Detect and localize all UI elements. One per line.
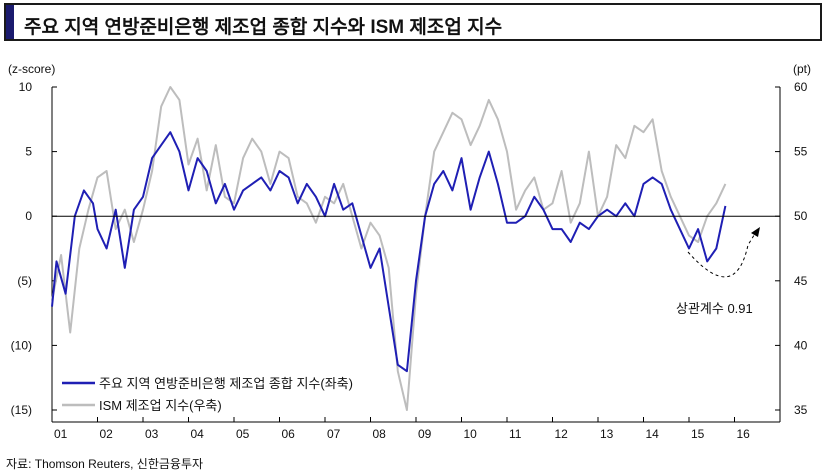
x-tick-label: 07 (327, 427, 341, 441)
annotation-arrowhead (751, 227, 760, 237)
x-tick-label: 05 (236, 427, 250, 441)
left-tick-label: 10 (19, 80, 33, 94)
chart-title: 주요 지역 연방준비은행 제조업 종합 지수와 ISM 제조업 지수 (24, 17, 503, 38)
correlation-annotation: 상관계수 0.91 (676, 301, 753, 316)
source-note: 자료: Thomson Reuters, 신한금융투자 (6, 457, 204, 471)
x-tick-label: 09 (418, 427, 432, 441)
x-tick-label: 15 (691, 427, 705, 441)
x-tick-label: 03 (145, 427, 159, 441)
x-tick-label: 04 (191, 427, 205, 441)
x-tick-label: 08 (373, 427, 387, 441)
title-accent-bar (6, 5, 14, 39)
x-tick-label: 13 (600, 427, 614, 441)
left-tick-label: (10) (11, 338, 32, 352)
x-tick-label: 16 (737, 427, 751, 441)
legend-label-fed: 주요 지역 연방준비은행 제조업 종합 지수(좌축) (99, 376, 353, 391)
x-tick-label: 11 (509, 427, 522, 441)
chart-title-box: 주요 지역 연방준비은행 제조업 종합 지수와 ISM 제조업 지수 (4, 3, 822, 41)
left-tick-label: (15) (11, 403, 32, 417)
fed-composite-series-line (51, 131, 727, 373)
x-tick-label: 06 (282, 427, 296, 441)
annotation-dashed-curve (687, 231, 757, 278)
legend-label-ism: ISM 제조업 지수(우축) (99, 398, 222, 413)
right-tick-label: 50 (794, 209, 808, 223)
x-tick-label: 12 (555, 427, 569, 441)
right-tick-label: 60 (794, 80, 808, 94)
right-axis-unit: (pt) (793, 62, 811, 76)
x-tick-label: 02 (100, 427, 114, 441)
right-tick-label: 35 (794, 403, 808, 417)
right-tick-label: 55 (794, 145, 808, 159)
left-axis-unit: (z-score) (8, 62, 56, 76)
x-tick-label: 14 (646, 427, 660, 441)
ism-series-line (51, 86, 727, 411)
right-tick-label: 40 (794, 338, 808, 352)
left-tick-label: 5 (25, 145, 32, 159)
left-tick-label: 0 (25, 209, 32, 223)
x-tick-label: 01 (54, 427, 68, 441)
right-tick-label: 45 (794, 274, 808, 288)
left-tick-label: (5) (17, 274, 32, 288)
x-tick-label: 10 (464, 427, 478, 441)
